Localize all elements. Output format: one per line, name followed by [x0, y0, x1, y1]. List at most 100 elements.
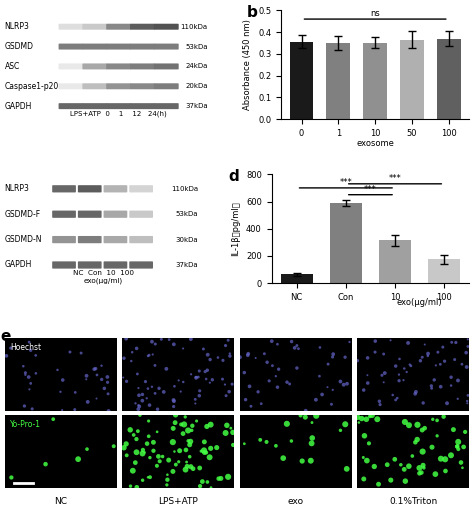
Bar	[330, 203, 362, 283]
Point	[355, 418, 363, 427]
Point	[272, 372, 280, 380]
Point	[133, 483, 141, 491]
Bar	[400, 40, 424, 119]
Point	[179, 429, 187, 438]
Point	[186, 453, 193, 461]
Point	[263, 438, 270, 446]
Point	[194, 373, 202, 381]
Point	[432, 470, 439, 479]
Point	[133, 344, 140, 352]
Point	[165, 456, 173, 465]
Point	[346, 338, 353, 346]
Point	[389, 391, 397, 399]
Point	[364, 354, 372, 362]
Point	[254, 388, 262, 396]
Point	[403, 368, 410, 376]
FancyBboxPatch shape	[154, 24, 179, 30]
Point	[180, 420, 188, 429]
Bar	[379, 240, 411, 283]
Point	[460, 443, 467, 451]
FancyBboxPatch shape	[130, 103, 155, 109]
Point	[27, 346, 35, 354]
Point	[196, 387, 203, 395]
Point	[452, 338, 460, 347]
FancyBboxPatch shape	[129, 185, 153, 193]
Point	[440, 413, 447, 421]
Point	[409, 452, 416, 460]
Point	[416, 464, 423, 472]
Point	[189, 421, 196, 430]
Point	[202, 375, 210, 383]
Point	[374, 415, 381, 424]
Point	[169, 424, 177, 432]
Point	[104, 390, 112, 398]
Point	[411, 390, 419, 398]
Point	[244, 351, 252, 359]
Point	[138, 397, 146, 405]
Point	[100, 384, 108, 392]
Point	[397, 461, 405, 469]
FancyBboxPatch shape	[129, 211, 153, 218]
FancyBboxPatch shape	[104, 185, 128, 193]
Point	[32, 351, 39, 360]
FancyBboxPatch shape	[154, 103, 179, 109]
Point	[171, 447, 178, 456]
Point	[170, 397, 178, 405]
Point	[240, 368, 248, 377]
Point	[93, 394, 100, 403]
Point	[371, 348, 379, 356]
Point	[57, 388, 64, 396]
Point	[288, 337, 295, 346]
Point	[288, 437, 295, 445]
Point	[191, 395, 199, 403]
Point	[464, 343, 472, 351]
Point	[122, 335, 130, 343]
Point	[153, 462, 161, 470]
Point	[26, 338, 33, 346]
Point	[217, 474, 225, 483]
Text: b: b	[247, 5, 258, 20]
Point	[329, 353, 337, 361]
Point	[401, 418, 409, 426]
Point	[139, 476, 146, 484]
Point	[192, 373, 200, 381]
Point	[414, 420, 421, 429]
Text: GSDMD-N: GSDMD-N	[5, 235, 42, 244]
Point	[375, 480, 383, 488]
Point	[343, 379, 351, 388]
Point	[371, 462, 378, 471]
Point	[264, 358, 271, 366]
Point	[201, 367, 209, 376]
FancyBboxPatch shape	[82, 44, 107, 49]
Point	[201, 448, 208, 457]
Point	[136, 402, 143, 411]
Point	[447, 381, 455, 390]
Point	[83, 445, 91, 453]
Point	[119, 373, 127, 381]
Point	[273, 340, 281, 348]
Point	[222, 342, 229, 350]
Point	[84, 398, 91, 406]
Point	[183, 462, 191, 471]
Point	[441, 357, 448, 365]
Point	[143, 440, 151, 448]
Point	[175, 458, 182, 466]
Point	[122, 440, 130, 448]
Point	[451, 356, 458, 364]
Text: GAPDH: GAPDH	[5, 261, 32, 269]
Point	[447, 451, 455, 459]
Point	[142, 377, 149, 386]
FancyBboxPatch shape	[130, 63, 155, 70]
Point	[316, 372, 323, 380]
Point	[189, 465, 197, 473]
Text: LPS+ATP: LPS+ATP	[158, 497, 198, 506]
Bar	[327, 43, 350, 119]
Point	[433, 432, 441, 440]
Point	[175, 376, 182, 385]
Point	[308, 418, 316, 427]
Text: 53kDa: 53kDa	[176, 211, 199, 217]
Point	[392, 396, 400, 404]
Point	[26, 385, 33, 393]
Point	[182, 413, 189, 421]
Point	[453, 442, 461, 450]
